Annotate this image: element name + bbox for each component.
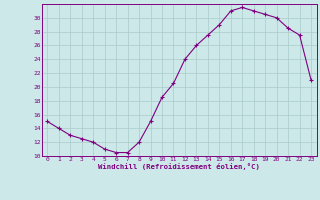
X-axis label: Windchill (Refroidissement éolien,°C): Windchill (Refroidissement éolien,°C) xyxy=(98,163,260,170)
